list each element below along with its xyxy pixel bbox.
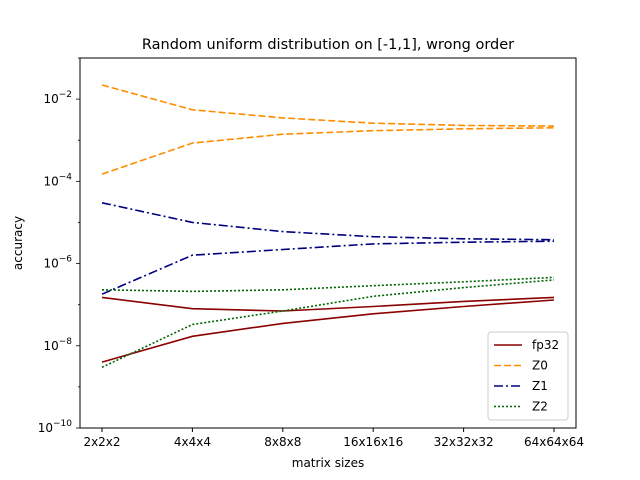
y-tick-label: 10−8 [43, 337, 72, 353]
x-tick-label: 64x64x64 [524, 435, 584, 449]
series-line-z2-lower [101, 279, 555, 369]
series-line-z2-upper [101, 276, 555, 293]
plot-frame [79, 57, 577, 429]
y-tick-label: 10−4 [43, 172, 72, 188]
x-tick-label: 4x4x4 [174, 435, 211, 449]
y-tick-label: 10−6 [43, 255, 72, 271]
series-line-z0-lower [101, 127, 555, 175]
y-axis: 10−10 10−8 10−6 10−4 10−2 [38, 57, 80, 435]
y-tick-label: 10−10 [38, 419, 73, 435]
x-axis-label: matrix sizes [292, 456, 364, 470]
legend-label-z1: Z1 [532, 379, 548, 393]
plot-lines [101, 84, 555, 369]
series-line-z1-upper [101, 202, 555, 241]
y-tick-label: 10−2 [43, 90, 72, 106]
chart-title: Random uniform distribution on [-1,1], w… [142, 37, 514, 53]
x-tick-label: 32x32x32 [434, 435, 494, 449]
series-line-fp32-lower [101, 299, 555, 363]
legend-label-fp32: fp32 [532, 338, 559, 352]
legend-box [487, 331, 569, 421]
x-tick-label: 16x16x16 [343, 435, 403, 449]
x-tick-label: 8x8x8 [264, 435, 301, 449]
x-axis: 2x2x2 4x4x4 8x8x8 16x16x16 32x32x32 64x64x64 [83, 428, 584, 449]
legend: fp32 Z0 Z1 Z2 [487, 331, 569, 421]
series-line-z1-lower [101, 240, 555, 295]
series-line-fp32-upper [101, 296, 555, 312]
legend-label-z2: Z2 [532, 400, 548, 414]
series-line-z0-upper [101, 84, 555, 127]
y-axis-label: accuracy [11, 216, 25, 270]
legend-label-z0: Z0 [532, 359, 548, 373]
x-tick-label: 2x2x2 [83, 435, 120, 449]
